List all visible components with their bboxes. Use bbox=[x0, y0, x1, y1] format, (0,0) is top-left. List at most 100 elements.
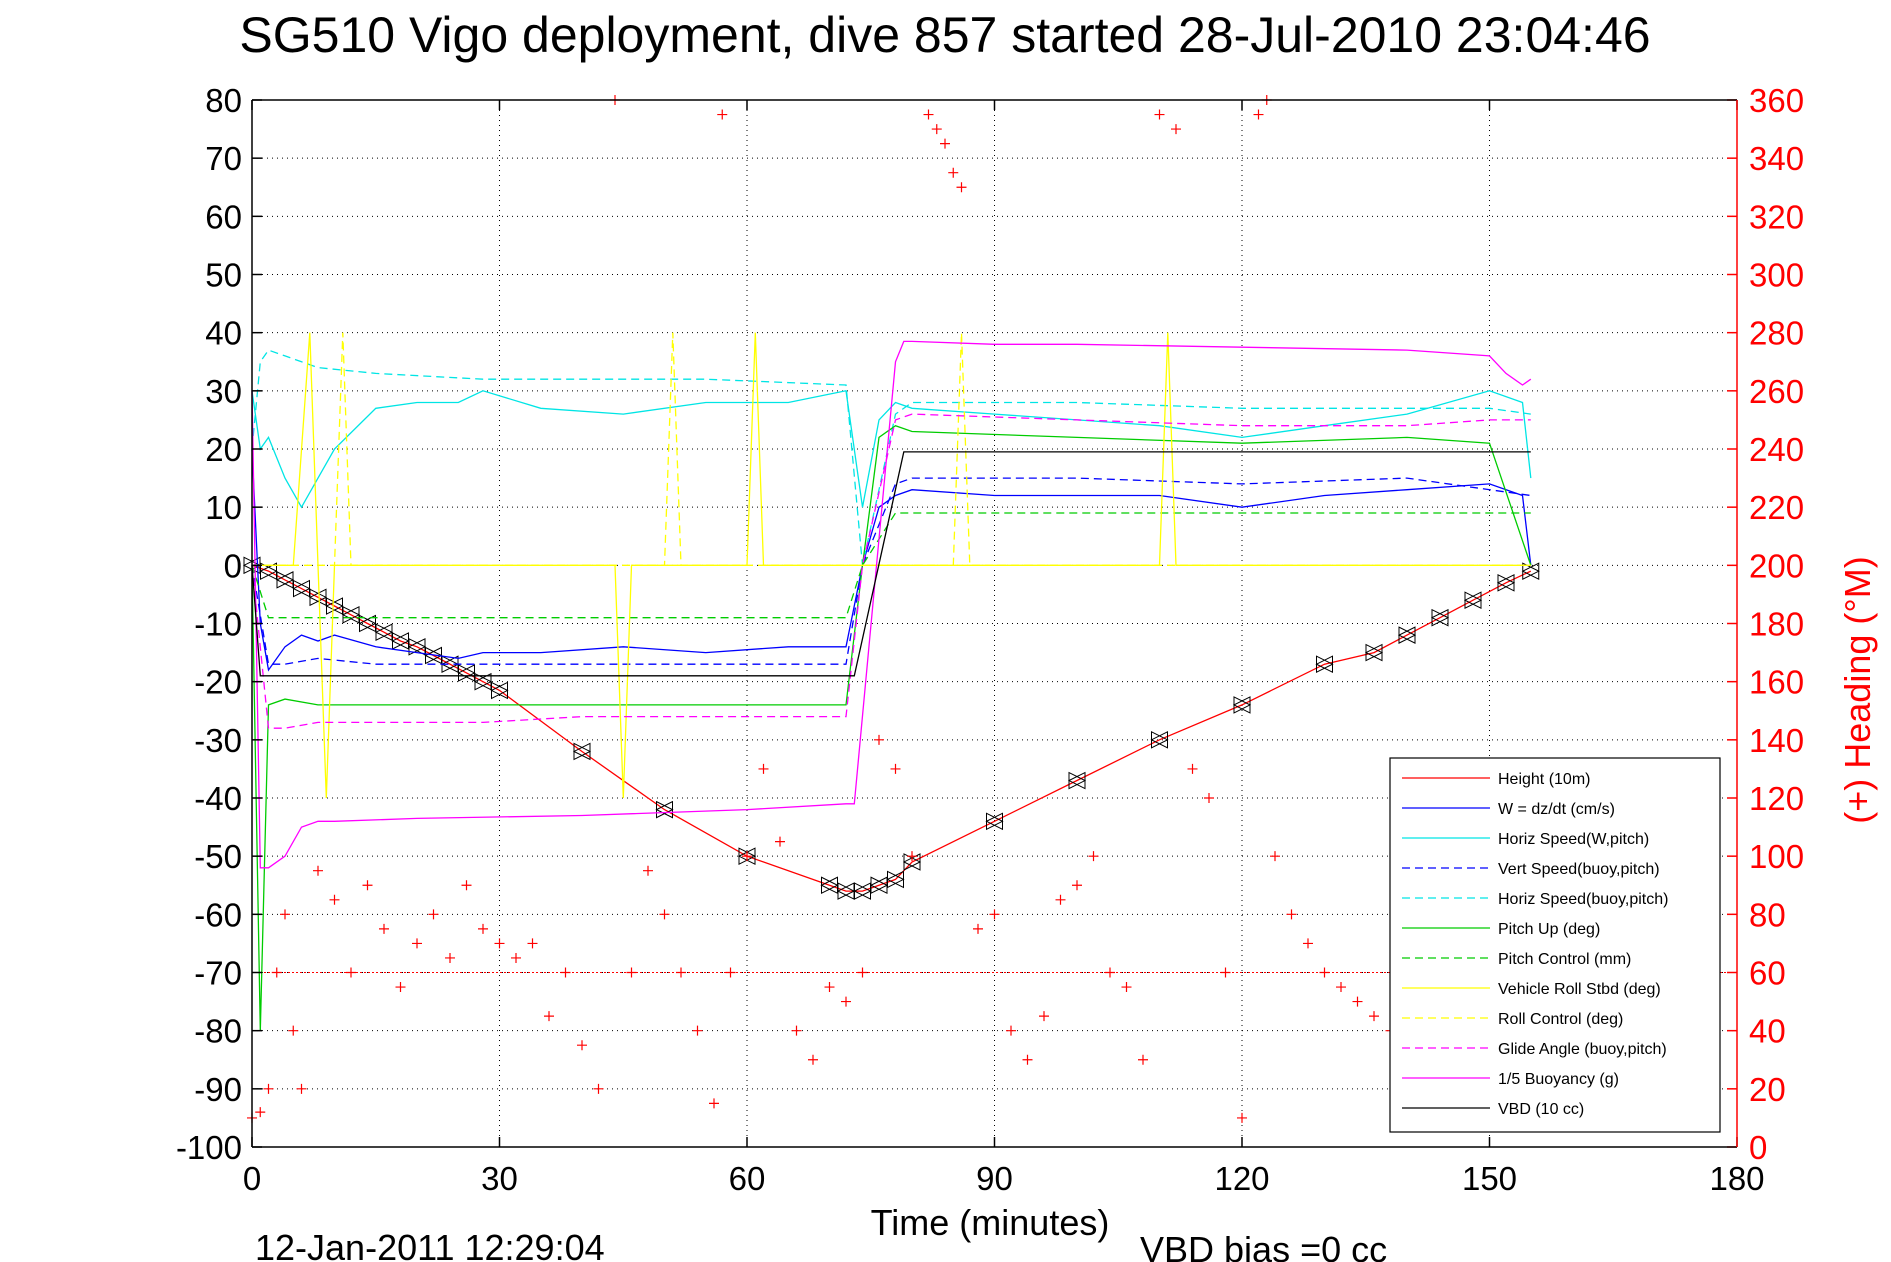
heading-point bbox=[560, 967, 571, 978]
height-marker bbox=[1315, 655, 1334, 674]
series-heading bbox=[247, 95, 1396, 1123]
footer-vbd-bias: VBD bias =0 cc bbox=[1140, 1229, 1387, 1262]
height-marker bbox=[1463, 591, 1483, 610]
footer-timestamp: 12-Jan-2011 12:29:04 bbox=[255, 1227, 605, 1262]
x-tick-label: 0 bbox=[243, 1160, 261, 1197]
heading-point bbox=[1154, 109, 1165, 120]
right-tick-label: 360 bbox=[1749, 82, 1804, 119]
series-vbd-10-cc bbox=[251, 451, 1531, 677]
right-tick-label: 200 bbox=[1749, 547, 1804, 584]
right-tick-label: 40 bbox=[1749, 1013, 1786, 1050]
heading-point bbox=[758, 763, 769, 774]
heading-point bbox=[263, 1083, 274, 1094]
y-tick-label: 60 bbox=[205, 198, 242, 235]
y-tick-label: 10 bbox=[205, 489, 242, 526]
heading-point bbox=[296, 1083, 307, 1094]
series-height-10m-markers bbox=[242, 556, 1540, 900]
heading-point bbox=[973, 923, 983, 934]
heading-point bbox=[478, 923, 488, 934]
right-tick-label: 120 bbox=[1749, 780, 1804, 817]
heading-point bbox=[395, 982, 406, 993]
y-tick-label: -70 bbox=[194, 955, 242, 992]
legend-label: Roll Control (deg) bbox=[1498, 1011, 1623, 1028]
height-marker bbox=[886, 870, 905, 889]
heading-point bbox=[271, 967, 282, 978]
heading-point bbox=[544, 1011, 554, 1022]
x-tick-label: 60 bbox=[729, 1160, 766, 1197]
right-tick-label: 80 bbox=[1749, 896, 1786, 933]
y-tick-label: 20 bbox=[205, 431, 242, 468]
y-tick-label: -10 bbox=[194, 606, 242, 643]
heading-point bbox=[890, 763, 901, 774]
right-tick-label: 20 bbox=[1749, 1071, 1786, 1108]
heading-point bbox=[1220, 967, 1231, 978]
height-marker bbox=[1232, 696, 1252, 714]
heading-point bbox=[1237, 1112, 1247, 1123]
legend-label: Pitch Control (mm) bbox=[1498, 951, 1631, 968]
height-marker bbox=[572, 742, 592, 761]
right-tick-label: 0 bbox=[1749, 1129, 1767, 1166]
height-marker bbox=[1397, 626, 1417, 644]
heading-point bbox=[577, 1040, 587, 1051]
x-axis-label: Time (minutes) bbox=[871, 1202, 1110, 1243]
legend-label: Pitch Up (deg) bbox=[1498, 921, 1600, 938]
heading-point bbox=[1138, 1054, 1148, 1065]
heading-point bbox=[329, 894, 340, 905]
heading-point bbox=[511, 952, 521, 963]
heading-point bbox=[428, 909, 439, 920]
legend-label: Height (10m) bbox=[1498, 771, 1590, 788]
heading-point bbox=[1187, 763, 1198, 774]
heading-point bbox=[940, 138, 950, 149]
heading-point bbox=[659, 909, 670, 920]
heading-point bbox=[1253, 109, 1264, 120]
heading-point bbox=[1121, 982, 1132, 993]
height-marker bbox=[1430, 608, 1450, 627]
heading-point bbox=[709, 1098, 719, 1109]
heading-point bbox=[1006, 1025, 1016, 1036]
heading-point bbox=[1072, 880, 1082, 891]
heading-point bbox=[313, 865, 323, 876]
series-horiz-speed-w-pitch bbox=[251, 390, 1532, 509]
height-marker bbox=[1364, 643, 1384, 662]
heading-point bbox=[1105, 967, 1115, 978]
y-tick-label: -30 bbox=[194, 722, 242, 759]
right-tick-label: 100 bbox=[1749, 838, 1804, 875]
y-tick-label: -60 bbox=[194, 896, 242, 933]
legend-label: Horiz Speed(W,pitch) bbox=[1498, 831, 1649, 848]
heading-point bbox=[931, 124, 942, 135]
legend-label: Glide Angle (buoy,pitch) bbox=[1498, 1041, 1667, 1058]
x-tick-label: 120 bbox=[1214, 1160, 1269, 1197]
height-marker bbox=[1067, 771, 1087, 790]
heading-point bbox=[1055, 894, 1066, 905]
heading-point bbox=[841, 996, 851, 1007]
y-tick-label: 0 bbox=[224, 547, 242, 584]
heading-point bbox=[989, 909, 1000, 920]
heading-point bbox=[923, 109, 934, 120]
x-tick-label: 30 bbox=[481, 1160, 518, 1197]
heading-point bbox=[412, 938, 422, 949]
height-marker bbox=[1496, 573, 1516, 592]
right-tick-label: 160 bbox=[1749, 664, 1804, 701]
heading-point bbox=[1303, 938, 1313, 949]
legend-label: 1/5 Buoyancy (g) bbox=[1498, 1071, 1619, 1088]
right-tick-label: 260 bbox=[1749, 373, 1804, 410]
heading-point bbox=[643, 865, 653, 876]
y-tick-label: 80 bbox=[205, 82, 242, 119]
heading-point bbox=[1319, 967, 1330, 978]
heading-point bbox=[593, 1083, 604, 1094]
heading-point bbox=[725, 967, 736, 978]
heading-point bbox=[379, 923, 389, 934]
y-tick-label: 70 bbox=[205, 140, 242, 177]
x-tick-label: 180 bbox=[1709, 1160, 1764, 1197]
right-axis-label: (+) Heading (°M) bbox=[1837, 556, 1878, 823]
heading-point bbox=[808, 1054, 818, 1065]
legend-label: Horiz Speed(buoy,pitch) bbox=[1498, 891, 1668, 908]
y-tick-label: -100 bbox=[176, 1129, 242, 1166]
heading-point bbox=[775, 836, 785, 847]
heading-point bbox=[824, 982, 835, 993]
y-tick-label: 30 bbox=[205, 373, 242, 410]
heading-point bbox=[1369, 1011, 1379, 1022]
right-tick-label: 280 bbox=[1749, 315, 1804, 352]
heading-point bbox=[1171, 124, 1181, 135]
